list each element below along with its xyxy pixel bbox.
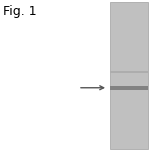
Text: Fig. 1: Fig. 1 [3,4,37,18]
Bar [110,86,148,90]
Bar [110,71,148,73]
Bar [110,2,148,148]
